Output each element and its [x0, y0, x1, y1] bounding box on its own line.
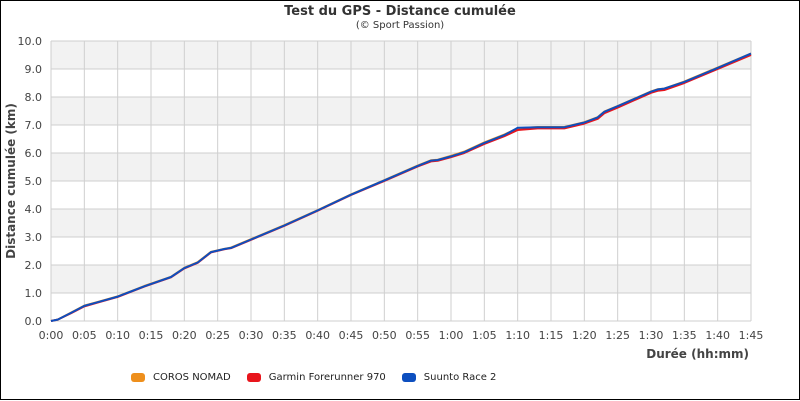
x-tick-label: 1:45	[739, 329, 764, 342]
data-lines	[50, 52, 752, 322]
garmin-swatch-icon	[246, 373, 261, 382]
chart-title: Test du GPS - Distance cumulée	[284, 4, 516, 19]
suunto-swatch-icon	[401, 373, 416, 382]
x-tick-label: 0:20	[172, 329, 197, 342]
x-tick-label: 1:15	[539, 329, 564, 342]
x-tick-label: 1:30	[639, 329, 664, 342]
x-axis-label: Durée (hh:mm)	[646, 347, 749, 361]
x-tick-label: 0:10	[105, 329, 130, 342]
x-tick-label: 0:25	[205, 329, 230, 342]
legend: COROS NOMAD Garmin Forerunner 970 Suunto…	[131, 372, 512, 383]
x-tick-label: 0:05	[72, 329, 97, 342]
x-tick-label: 1:40	[705, 329, 730, 342]
x-tick-label: 0:40	[305, 329, 330, 342]
x-tick-label: 0:45	[339, 329, 364, 342]
x-tick-label: 1:00	[439, 329, 464, 342]
coros-swatch-icon	[131, 373, 145, 382]
series-line-2	[50, 52, 752, 322]
x-tick-label: 0:35	[272, 329, 297, 342]
x-tick-label: 0:00	[39, 329, 64, 342]
legend-label: Garmin Forerunner 970	[268, 372, 386, 383]
legend-label: COROS NOMAD	[153, 372, 231, 383]
y-tick-label: 0.0	[25, 315, 43, 328]
background-bands	[51, 41, 751, 293]
x-tick-label: 0:15	[139, 329, 164, 342]
x-tick-label: 0:50	[372, 329, 397, 342]
y-axis-label: Distance cumulée (km)	[4, 103, 18, 259]
x-axis-ticks: 0:00 0:05 0:10 0:15 0:20 0:25 0:30 0:35 0:40 0:45…	[39, 329, 764, 342]
legend-item-garmin[interactable]: Garmin Forerunner 970	[246, 372, 386, 383]
y-tick-label: 3.0	[25, 231, 43, 244]
x-tick-label: 0:30	[239, 329, 264, 342]
y-tick-label: 8.0	[25, 91, 43, 104]
x-tick-label: 1:35	[672, 329, 697, 342]
x-tick-label: 0:55	[405, 329, 430, 342]
x-tick-label: 1:05	[472, 329, 497, 342]
legend-item-coros[interactable]: COROS NOMAD	[131, 372, 231, 383]
y-tick-label: 4.0	[25, 203, 43, 216]
y-tick-label: 2.0	[25, 259, 43, 272]
y-tick-label: 6.0	[25, 147, 43, 160]
legend-item-suunto[interactable]: Suunto Race 2	[401, 372, 497, 383]
y-tick-label: 9.0	[25, 63, 43, 76]
x-tick-label: 1:10	[505, 329, 530, 342]
y-tick-label: 7.0	[25, 119, 43, 132]
legend-label: Suunto Race 2	[423, 372, 497, 383]
x-tick-label: 1:25	[605, 329, 630, 342]
y-axis-ticks: 0.0 1.0 2.0 3.0 4.0 5.0 6.0 7.0 8.0 9.0 10.0	[18, 35, 43, 328]
y-tick-label: 1.0	[25, 287, 43, 300]
chart-subtitle: (© Sport Passion)	[355, 20, 445, 31]
x-tick-label: 1:20	[572, 329, 597, 342]
gridlines	[50, 40, 752, 322]
y-tick-label: 5.0	[25, 175, 43, 188]
y-tick-label: 10.0	[18, 35, 43, 48]
